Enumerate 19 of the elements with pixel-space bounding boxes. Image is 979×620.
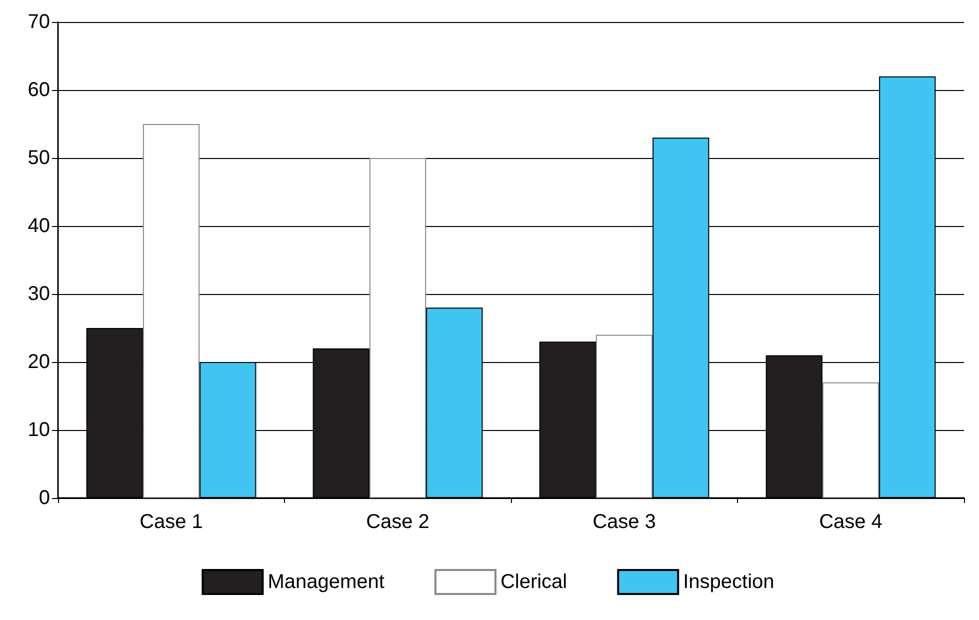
y-tick-label: 30 — [28, 283, 50, 305]
y-tick-label: 60 — [28, 79, 50, 101]
legend-label: Management — [268, 571, 385, 593]
y-tick-label: 20 — [28, 351, 50, 373]
legend-label: Clerical — [500, 571, 568, 593]
y-tick-label: 10 — [28, 419, 50, 441]
x-tick-label: Case 3 — [592, 511, 656, 533]
x-tick-label: Case 1 — [140, 511, 203, 533]
x-tick-label: Case 4 — [819, 511, 882, 533]
bar — [822, 382, 880, 498]
y-tick-label: 0 — [38, 487, 50, 509]
bar — [369, 158, 426, 498]
y-tick-label: 40 — [28, 215, 50, 237]
x-tick-label: Case 2 — [366, 511, 430, 533]
bar — [142, 124, 200, 498]
legend-label: Inspection — [683, 571, 774, 593]
y-tick-label: 70 — [28, 11, 50, 33]
y-tick-label: 50 — [28, 147, 50, 169]
bar — [596, 334, 653, 498]
